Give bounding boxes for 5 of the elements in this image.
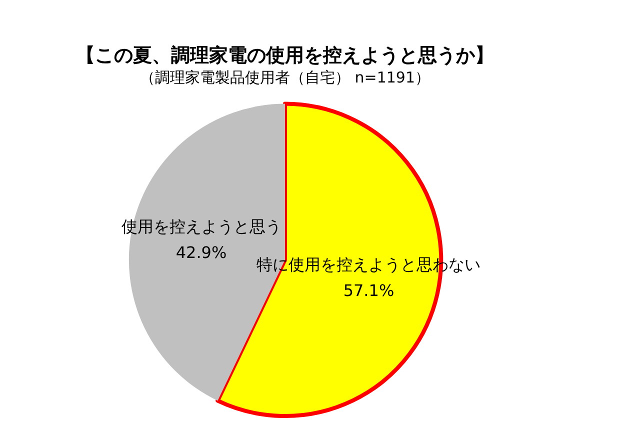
data-label: 57.1% [343, 281, 394, 300]
chart-subtitle: （調理家電製品使用者（自宅） n=1191） [140, 68, 430, 87]
slice-label: 使用を控えようと思う [121, 217, 282, 236]
chart-title: 【この夏、調理家電の使用を控えようと思うか】 [76, 44, 494, 66]
data-label: 42.9% [176, 243, 227, 262]
